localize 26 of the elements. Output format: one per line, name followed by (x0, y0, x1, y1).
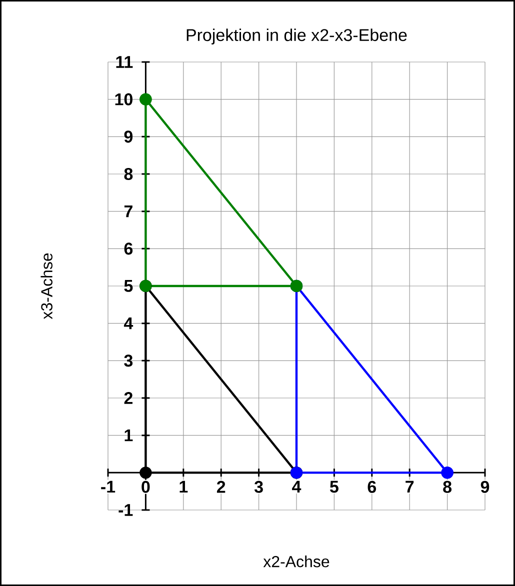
x-tick-label: 9 (480, 480, 490, 493)
chart-title: Projektion in die x2-x3-Ebene (186, 28, 407, 44)
x-tick-label: 3 (254, 480, 263, 493)
x-axis-title: x2-Achse (263, 556, 330, 568)
y-tick-label: 11 (116, 56, 133, 68)
x-tick-label: 6 (368, 480, 376, 493)
x-tick-label: 0 (142, 480, 150, 493)
y-tick-label: 7 (124, 205, 132, 218)
x-tick-label: -1 (101, 480, 116, 493)
x-tick-label: 2 (216, 480, 226, 493)
y-tick-label: 1 (124, 429, 133, 442)
x-tick-label: 1 (180, 480, 188, 493)
y-axis-title: x3-Achse (40, 253, 52, 320)
x-tick-label: 4 (292, 480, 302, 493)
y-tick-label: 8 (124, 168, 133, 180)
x-tick-label: 5 (330, 480, 338, 493)
y-tick-label: 9 (124, 130, 133, 143)
y-tick-label: 10 (115, 93, 132, 106)
x-tick-label: 8 (443, 480, 452, 493)
y-tick-label: 3 (124, 354, 133, 367)
y-tick-label: -1 (118, 504, 133, 516)
y-tick-label: 6 (124, 242, 133, 255)
y-tick-label: 2 (124, 392, 132, 404)
y-tick-label: 4 (124, 317, 134, 330)
x-tick-label: 7 (406, 480, 414, 493)
y-tick-label: 5 (124, 280, 133, 292)
